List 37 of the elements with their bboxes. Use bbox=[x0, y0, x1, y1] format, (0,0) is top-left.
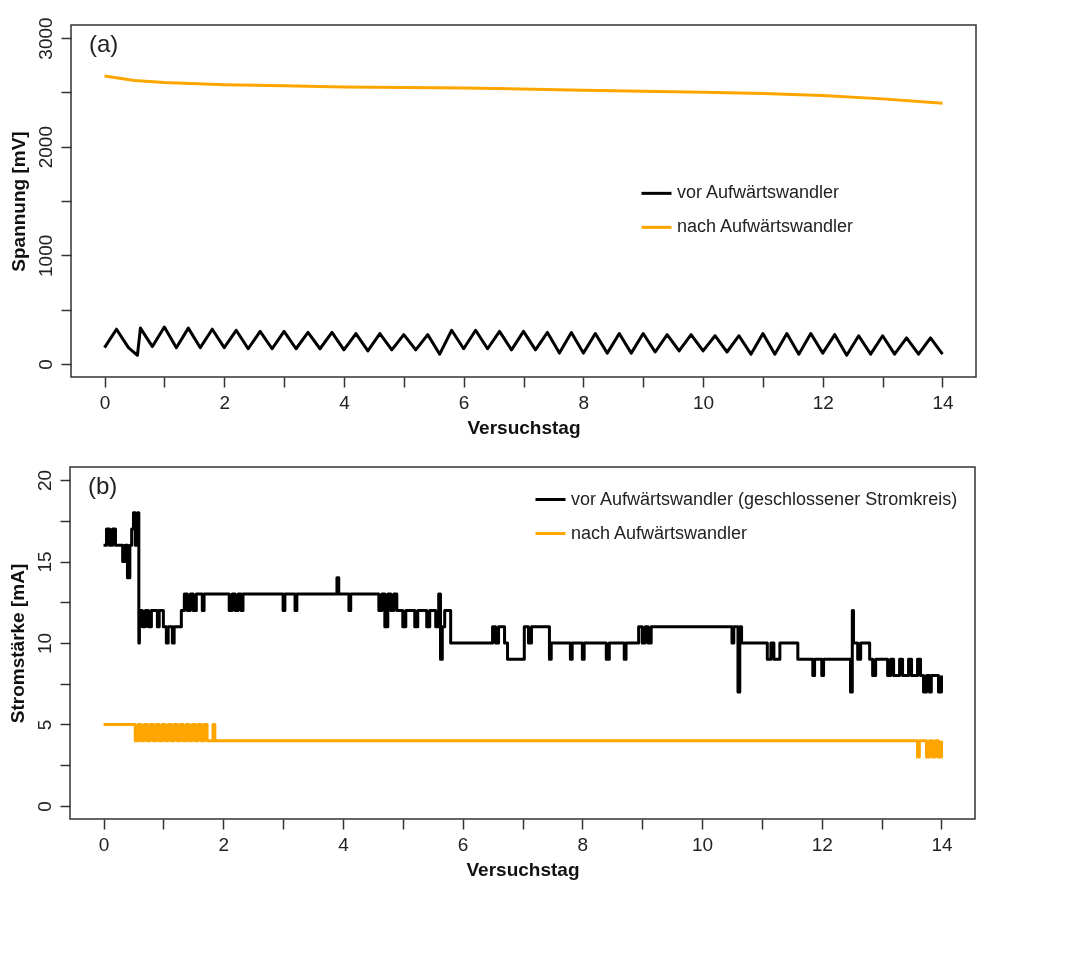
y-tick-label: 0 bbox=[33, 801, 55, 812]
x-tick-label: 14 bbox=[932, 391, 954, 413]
annotation: (a) bbox=[89, 30, 119, 57]
x-tick-label: 6 bbox=[458, 391, 470, 413]
y-tick-label: 15 bbox=[33, 551, 55, 573]
x-tick-label: 6 bbox=[457, 833, 469, 855]
y-axis-title: Stromstärke [mA] bbox=[6, 563, 28, 724]
legend-label: nach Aufwärtswandler bbox=[571, 522, 748, 543]
legend-label: vor Aufwärtswandler bbox=[677, 182, 840, 203]
annotation: (b) bbox=[88, 472, 118, 499]
legend-label: vor Aufwärtswandler (geschlossener Stromkreis) bbox=[571, 488, 958, 509]
y-axis-title: Spannung [mV] bbox=[7, 131, 29, 272]
x-tick-label: 12 bbox=[812, 391, 834, 413]
y-tick-label: 1000 bbox=[34, 234, 56, 277]
x-tick-label: 2 bbox=[219, 391, 231, 413]
line-series bbox=[103, 325, 944, 357]
y-tick-label: 3000 bbox=[34, 17, 56, 60]
x-axis-title: Versuchstag bbox=[467, 416, 581, 438]
y-tick-label: 20 bbox=[33, 469, 55, 492]
x-tick-label: 0 bbox=[98, 833, 110, 855]
x-tick-label: 4 bbox=[339, 391, 351, 413]
y-tick-label: 10 bbox=[33, 632, 55, 655]
x-tick-label: 8 bbox=[577, 833, 589, 855]
x-tick-label: 12 bbox=[811, 833, 833, 855]
x-tick-label: 2 bbox=[218, 833, 230, 855]
x-tick-label: 4 bbox=[338, 833, 350, 855]
x-tick-label: 0 bbox=[99, 391, 111, 413]
x-tick-label: 10 bbox=[692, 391, 715, 413]
x-tick-label: 8 bbox=[578, 391, 590, 413]
y-tick-label: 2000 bbox=[34, 126, 56, 169]
legend-label: nach Aufwärtswandler bbox=[677, 216, 854, 237]
line-series bbox=[103, 74, 944, 105]
x-axis-title: Versuchstag bbox=[466, 858, 580, 880]
x-tick-label: 10 bbox=[691, 833, 714, 855]
y-tick-label: 0 bbox=[34, 359, 56, 370]
y-tick-label: 5 bbox=[33, 719, 55, 731]
x-tick-label: 14 bbox=[931, 833, 953, 855]
